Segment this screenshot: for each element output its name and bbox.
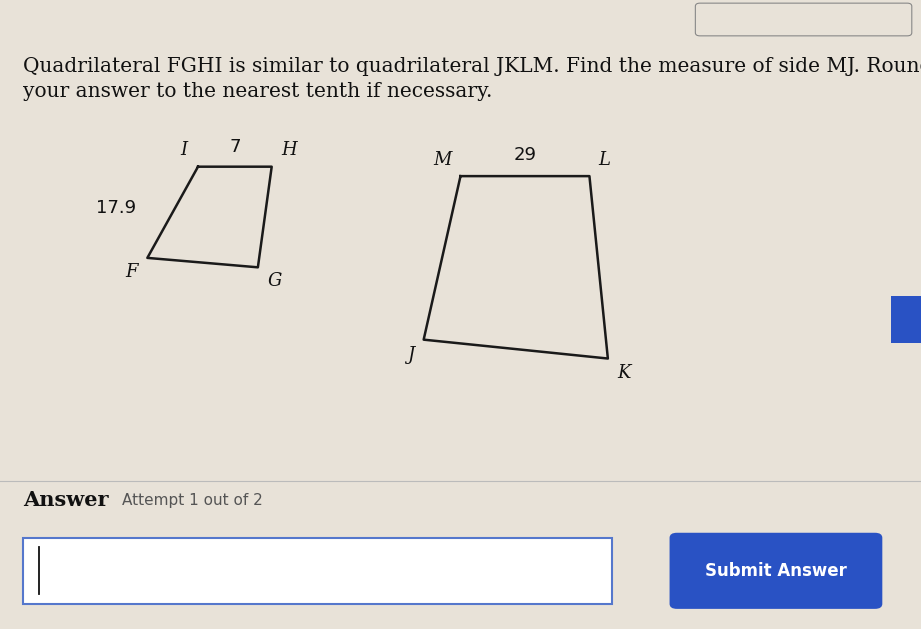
Text: J: J: [407, 346, 414, 364]
Text: Attempt 1 out of 2: Attempt 1 out of 2: [122, 493, 262, 508]
Text: 17.9: 17.9: [96, 199, 136, 216]
Text: Quadrilateral FGHI is similar to quadrilateral JKLM. Find the measure of side MJ: Quadrilateral FGHI is similar to quadril…: [23, 57, 921, 75]
Text: F: F: [125, 263, 138, 281]
Text: L: L: [599, 150, 611, 169]
Text: 29: 29: [514, 145, 536, 164]
Text: H: H: [281, 141, 297, 159]
FancyBboxPatch shape: [891, 296, 921, 343]
Text: M: M: [433, 150, 451, 169]
Text: Submit Answer: Submit Answer: [705, 562, 846, 580]
Text: Answer: Answer: [23, 490, 109, 510]
FancyBboxPatch shape: [695, 3, 912, 36]
Text: I: I: [180, 141, 187, 159]
Text: K: K: [617, 364, 631, 382]
FancyBboxPatch shape: [670, 533, 882, 609]
Text: your answer to the nearest tenth if necessary.: your answer to the nearest tenth if nece…: [23, 82, 493, 101]
FancyBboxPatch shape: [23, 538, 612, 604]
Text: G: G: [267, 272, 282, 291]
Text: Show Examples: Show Examples: [746, 12, 861, 27]
Text: 7: 7: [229, 138, 240, 156]
